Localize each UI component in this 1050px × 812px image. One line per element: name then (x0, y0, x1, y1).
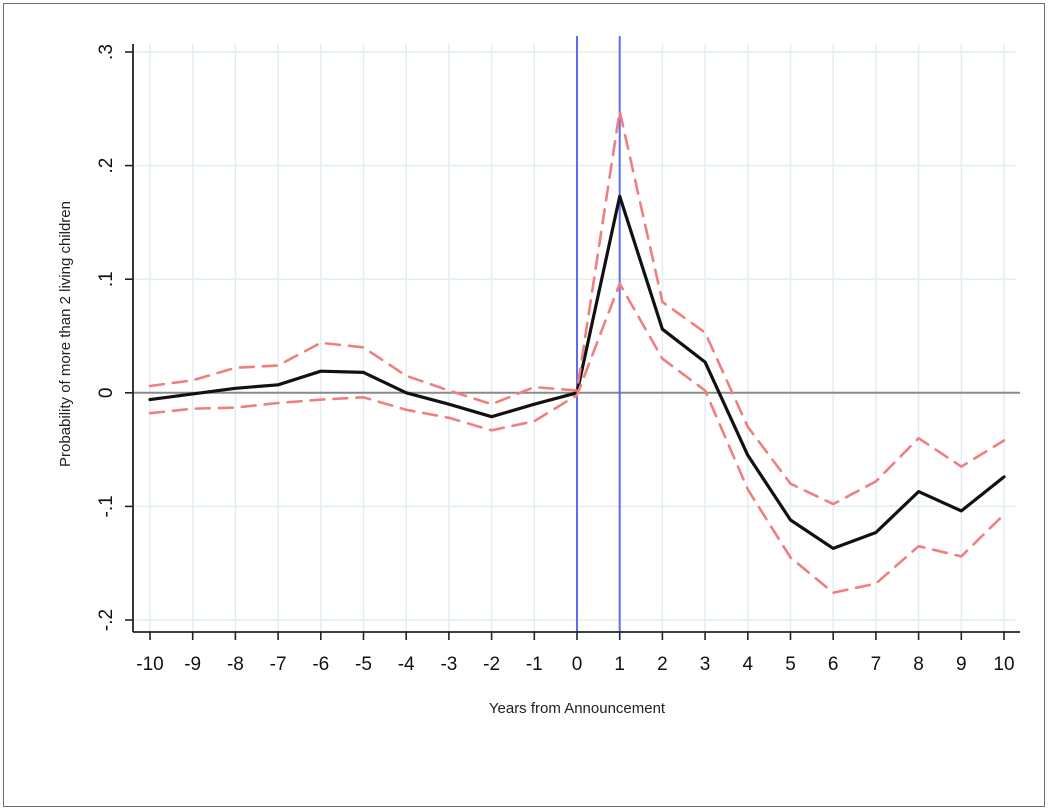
x-tick-label: -9 (184, 654, 201, 675)
y-tick-label: .3 (96, 44, 117, 60)
x-tick-label: 3 (700, 654, 711, 675)
series-lines (148, 109, 1006, 595)
x-tick-label: 5 (785, 654, 796, 675)
x-tick-label: -5 (355, 654, 372, 675)
x-axis-title: Years from Announcement (489, 700, 666, 717)
x-tick-label: 9 (956, 654, 967, 675)
x-tick-label: 10 (993, 654, 1014, 675)
y-tick-label: .2 (96, 158, 117, 174)
x-tick-label: -7 (270, 654, 287, 675)
series-line-lower-ci (148, 282, 1006, 595)
x-tick-label: 1 (614, 654, 625, 675)
y-tick-label: .1 (96, 271, 117, 287)
x-tick-label: -6 (312, 654, 329, 675)
figure-frame (3, 3, 1045, 807)
y-tick-label: -.1 (96, 495, 117, 517)
x-tick-label: 7 (871, 654, 882, 675)
x-tick-label: 4 (743, 654, 754, 675)
series-line-upper-ci (148, 109, 1006, 506)
x-tick-label: -2 (483, 654, 500, 675)
x-tick-label: -10 (136, 654, 163, 675)
x-tick-label: 6 (828, 654, 839, 675)
y-axis-title: Probability of more than 2 living childr… (57, 201, 74, 467)
axes: -10 -9 -8 -7 -6 -5 -4 -3 -2 -1 0 1 2 3 4 5 6 7 8 9 10-.2-.10… (96, 44, 1020, 675)
y-tick-label: 0 (96, 388, 117, 399)
x-tick-label: 8 (913, 654, 924, 675)
x-tick-label: -8 (227, 654, 244, 675)
x-tick-label: 0 (572, 654, 583, 675)
y-tick-label: -.2 (96, 609, 117, 631)
x-tick-label: 2 (657, 654, 668, 675)
x-tick-label: -3 (440, 654, 457, 675)
grid (133, 44, 1016, 632)
x-tick-label: -1 (526, 654, 543, 675)
x-tick-label: -4 (398, 654, 415, 675)
reference-lines (133, 36, 1020, 632)
